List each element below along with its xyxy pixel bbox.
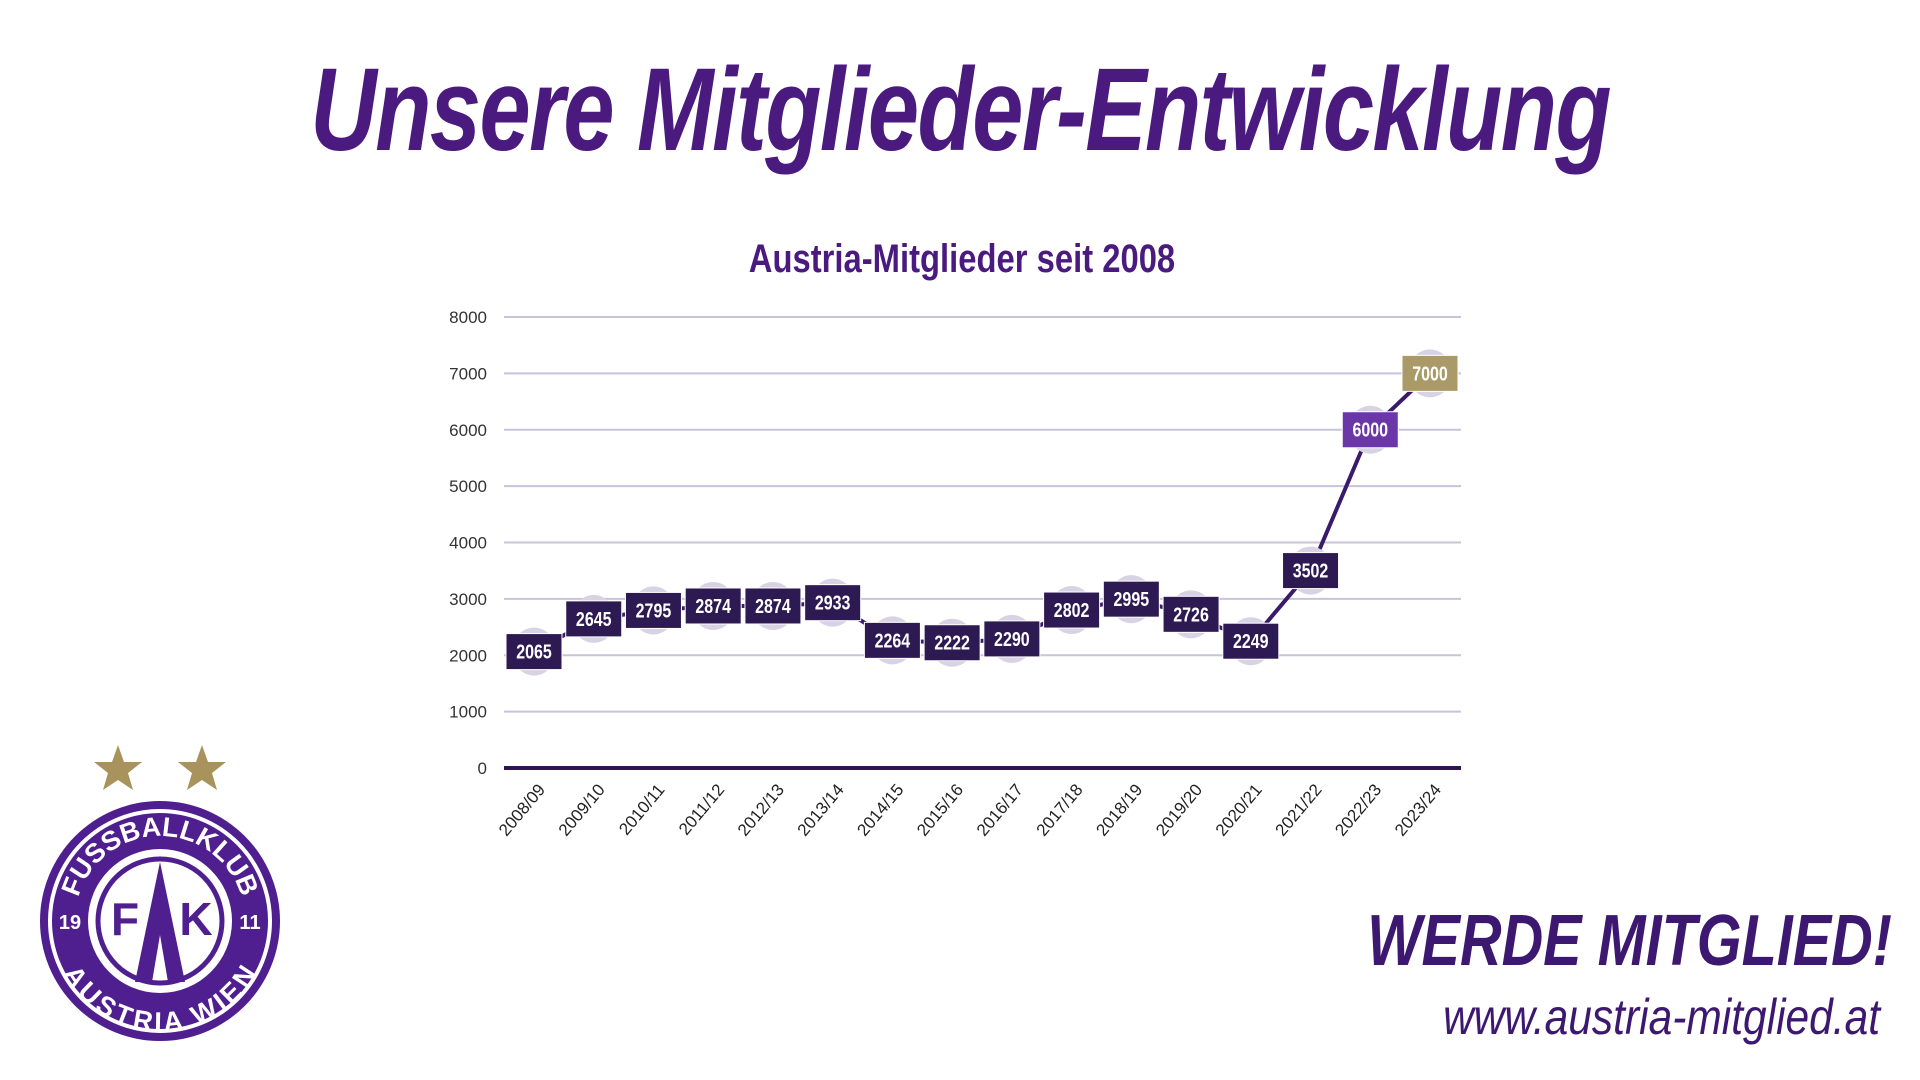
star-icon	[94, 745, 142, 790]
logo-monogram-k: K	[179, 893, 212, 945]
x-tick-label: 2014/15	[853, 780, 907, 839]
data-point: 2249	[1222, 617, 1280, 666]
y-tick-label: 8000	[449, 308, 487, 327]
x-tick-label: 2020/21	[1212, 780, 1266, 839]
cta-heading-text: WERDE MITGLIED!	[1367, 901, 1892, 981]
data-label: 2065	[516, 641, 552, 663]
data-point: 3502	[1282, 546, 1340, 595]
data-label: 2874	[695, 595, 731, 617]
data-label-box	[744, 587, 802, 625]
data-label-box	[1341, 411, 1399, 449]
data-point: 2290	[983, 614, 1041, 663]
membership-line-chart: Austria-Mitglieder seit 2008 0 1000 2000 30…	[449, 236, 1461, 840]
data-label: 2933	[815, 592, 851, 614]
cta-url-text[interactable]: www.austria-mitglied.at	[1443, 989, 1880, 1045]
y-tick-label: 6000	[449, 421, 487, 440]
chart-title: Austria-Mitglieder seit 2008	[749, 236, 1175, 281]
data-label: 2802	[1054, 599, 1090, 621]
data-point: 2645	[565, 594, 623, 643]
data-label-box	[565, 600, 623, 638]
data-label-box	[1102, 580, 1160, 618]
data-label-box	[1043, 591, 1101, 629]
x-tick-label: 2018/19	[1092, 780, 1146, 839]
cta-heading: WERDE MITGLIED!	[1236, 900, 1892, 982]
x-tick-label: 2010/11	[615, 780, 668, 838]
x-tick-label: 2015/16	[913, 780, 967, 839]
data-point: 2795	[624, 586, 682, 635]
page-title-text: Unsere Mitglieder-Entwicklung	[310, 44, 1611, 176]
data-label-box	[624, 591, 682, 629]
data-label: 7000	[1412, 363, 1448, 385]
y-tick-label: 7000	[449, 364, 487, 383]
data-label: 2795	[636, 600, 672, 622]
data-label-box	[505, 633, 563, 671]
data-point: 2726	[1162, 590, 1220, 639]
data-label-box	[923, 624, 981, 662]
series-line	[533, 371, 1432, 654]
y-tick-label: 4000	[449, 534, 487, 553]
data-label-box	[863, 621, 921, 659]
y-tick-label: 3000	[449, 590, 487, 609]
club-logo: FUSSBALLKLUB AUSTRIA WIEN 19 11 F K	[40, 745, 280, 1041]
data-label-box	[1282, 552, 1340, 590]
x-tick-label: 2013/14	[794, 780, 848, 839]
data-point: 2065	[505, 627, 563, 676]
x-tick-label: 2019/20	[1152, 780, 1206, 839]
data-point: 2995	[1102, 575, 1160, 624]
data-label-box	[1162, 595, 1220, 633]
data-point: 7000	[1401, 349, 1459, 398]
x-tick-label: 2011/12	[675, 780, 728, 838]
data-label: 3502	[1293, 560, 1329, 582]
logo-monogram-f: F	[111, 893, 139, 945]
data-label-box	[1401, 354, 1459, 392]
y-tick-label: 0	[478, 759, 487, 778]
x-tick-label: 2008/09	[495, 780, 549, 839]
x-tick-label: 2009/10	[555, 780, 609, 839]
data-point: 2802	[1043, 586, 1101, 635]
x-tick-label: 2021/22	[1272, 780, 1326, 839]
data-label: 2249	[1233, 631, 1269, 653]
data-label: 2995	[1114, 588, 1150, 610]
data-point: 2264	[863, 616, 921, 665]
data-point: 2933	[804, 578, 862, 627]
x-tick-label: 2023/24	[1391, 780, 1445, 839]
data-label-box	[983, 620, 1041, 658]
y-tick-label: 5000	[449, 477, 487, 496]
data-point: 2874	[684, 581, 742, 630]
logo-year-right: 11	[239, 912, 260, 934]
data-label: 2264	[875, 630, 911, 652]
data-label: 2645	[576, 608, 612, 630]
page-title: Unsere Mitglieder-Entwicklung	[0, 42, 1920, 178]
x-tick-label: 2016/17	[973, 780, 1027, 839]
data-label-box	[684, 587, 742, 625]
data-label: 6000	[1352, 419, 1388, 441]
y-tick-label: 2000	[449, 646, 487, 665]
data-label: 2222	[934, 632, 970, 654]
y-tick-label: 1000	[449, 703, 487, 722]
x-tick-label: 2017/18	[1033, 780, 1087, 839]
x-tick-label: 2022/23	[1331, 780, 1385, 839]
data-label-box	[804, 584, 862, 622]
data-point: 2874	[744, 581, 802, 630]
data-label: 2726	[1173, 604, 1209, 626]
x-tick-label: 2012/13	[734, 780, 788, 839]
logo-year-left: 19	[59, 912, 81, 934]
data-label-box	[1222, 622, 1280, 660]
data-point: 6000	[1341, 405, 1399, 454]
cta-url-link[interactable]: www.austria-mitglied.at	[1366, 988, 1880, 1046]
data-point: 2222	[923, 618, 981, 667]
data-label: 2290	[994, 628, 1030, 650]
data-label: 2874	[755, 595, 791, 617]
star-icon	[178, 745, 226, 790]
